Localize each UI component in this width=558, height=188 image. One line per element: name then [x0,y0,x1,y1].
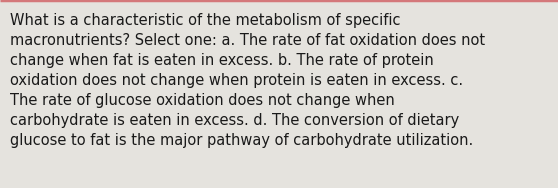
Text: What is a characteristic of the metabolism of specific
macronutrients? Select on: What is a characteristic of the metaboli… [10,13,485,148]
